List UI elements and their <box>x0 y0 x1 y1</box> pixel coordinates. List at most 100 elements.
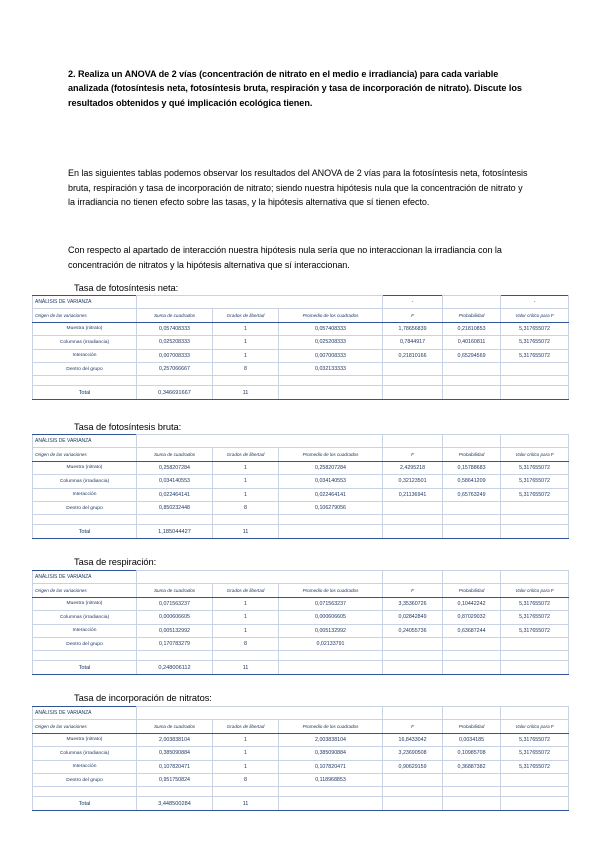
table-row: Interacción 0,005132992 1 0,005132992 0,… <box>32 623 570 638</box>
blank-cell <box>212 786 279 798</box>
table-header-row: Origen de las variaciones Suma de cuadra… <box>32 583 570 598</box>
cell-ms: 0,258207284 <box>277 460 384 476</box>
total-label: Total <box>32 524 137 540</box>
col-header-origen: Origen de las variaciones <box>32 447 137 462</box>
col-header-grados: Grados de libertad <box>212 719 279 734</box>
table-blank-row <box>32 375 570 387</box>
col-header-origen: Origen de las variaciones <box>32 719 137 734</box>
cell-p: 0,15788683 <box>442 460 502 476</box>
title-spacer-fcrit <box>500 569 570 585</box>
blank-cell <box>136 514 213 526</box>
cell-df: 1 <box>212 348 279 363</box>
table-row: Interacción 0,107820471 1 0,107820471 0,… <box>32 759 570 774</box>
col-header-probabilidad: Probabilidad <box>442 447 502 462</box>
cell-f: 0,32123501 <box>382 474 444 489</box>
blank-cell <box>277 514 384 526</box>
title-spacer <box>135 433 384 449</box>
cell-p: 0,10442242 <box>442 596 502 612</box>
total-df: 11 <box>212 524 279 540</box>
blank-cell <box>32 514 137 526</box>
cell-ss: 0,257066667 <box>136 361 213 377</box>
col-header-grados: Grados de libertad <box>212 583 279 598</box>
col-header-promedio: Promedio de los cuadrados <box>277 583 384 598</box>
table-total-row: Total 1,185044427 11 <box>32 524 570 540</box>
anova-table-fotosintesis-bruta: ANÁLISIS DE VARIANZA Origen de las varia… <box>32 433 570 540</box>
blank-cell <box>136 375 213 387</box>
total-fcrit <box>500 385 570 401</box>
total-f <box>382 524 444 540</box>
total-ss: 3,448500284 <box>136 796 213 812</box>
total-f <box>382 796 444 812</box>
cell-f: 3,35360726 <box>382 596 444 612</box>
question-heading-block: 2. Realiza un ANOVA de 2 vías (concentra… <box>68 67 528 110</box>
cell-f: 0,7844917 <box>382 335 444 350</box>
cell-ss: 0,951750824 <box>136 772 213 788</box>
row-label: Columnas (irradiancia) <box>32 474 137 489</box>
cell-ss: 0,850232448 <box>136 500 213 516</box>
cell-ms: 0,000606605 <box>277 610 384 625</box>
cell-ms: 0,057408333 <box>277 321 384 337</box>
cell-df: 1 <box>212 596 279 612</box>
title-spacer-p <box>442 433 502 449</box>
cell-fcrit: 5,317655072 <box>500 759 570 774</box>
col-header-suma: Suma de cuadrados <box>136 583 213 598</box>
blank-cell <box>500 375 570 387</box>
cell-p <box>442 636 502 652</box>
title-spacer-f <box>382 569 444 585</box>
col-header-valor-critico: Valor crítico para F <box>500 308 570 323</box>
cell-p: 0,65294569 <box>442 348 502 363</box>
blank-cell <box>212 650 279 662</box>
total-p <box>442 796 502 812</box>
table-row: Muestra (nitrato) 0,057408333 1 0,057408… <box>32 321 570 337</box>
cell-fcrit <box>500 772 570 788</box>
total-ss: 1,185044427 <box>136 524 213 540</box>
blank-cell <box>32 375 137 387</box>
row-label: Interacción <box>32 487 137 502</box>
total-label: Total <box>32 796 137 812</box>
cell-ss: 0,258207284 <box>136 460 213 476</box>
cell-df: 8 <box>212 636 279 652</box>
total-ms <box>277 385 384 401</box>
cell-f: 16,8433042 <box>382 732 444 748</box>
cell-fcrit: 5,317655072 <box>500 596 570 612</box>
blank-cell <box>32 650 137 662</box>
cell-f: 0,24055736 <box>382 623 444 638</box>
title-spacer-p <box>442 294 502 310</box>
blank-cell <box>277 786 384 798</box>
anova-table-respiracion: ANÁLISIS DE VARIANZA Origen de las varia… <box>32 569 570 676</box>
row-label: Interacción <box>32 759 137 774</box>
cell-p <box>442 500 502 516</box>
col-header-suma: Suma de cuadrados <box>136 719 213 734</box>
title-spacer-f <box>382 433 444 449</box>
cell-ss: 2,003838104 <box>136 732 213 748</box>
table-title: ANÁLISIS DE VARIANZA <box>32 433 137 449</box>
cell-fcrit: 5,317655072 <box>500 610 570 625</box>
cell-df: 1 <box>212 321 279 337</box>
col-header-f: F <box>382 308 444 323</box>
col-header-probabilidad: Probabilidad <box>442 308 502 323</box>
table-row: Columnas (irradiancia) 0,034140553 1 0,0… <box>32 474 570 489</box>
total-df: 11 <box>212 385 279 401</box>
col-header-f: F <box>382 447 444 462</box>
total-fcrit <box>500 796 570 812</box>
title-spacer-fcrit <box>500 433 570 449</box>
paragraph-block-1: En las siguientes tablas podemos observa… <box>68 166 530 210</box>
table-header-row: Origen de las variaciones Suma de cuadra… <box>32 719 570 734</box>
cell-df: 8 <box>212 772 279 788</box>
cell-df: 1 <box>212 474 279 489</box>
table-title: ANÁLISIS DE VARIANZA <box>32 294 137 310</box>
table-blank-row <box>32 786 570 798</box>
title-spacer-fcrit <box>500 705 570 721</box>
total-p <box>442 660 502 676</box>
total-f <box>382 660 444 676</box>
table-total-row: Total 0,248006112 11 <box>32 660 570 676</box>
blank-cell <box>382 650 444 662</box>
blank-cell <box>136 786 213 798</box>
cell-ms: 0,106279056 <box>277 500 384 516</box>
cell-df: 1 <box>212 335 279 350</box>
title-spacer-f <box>382 705 444 721</box>
cell-fcrit <box>500 361 570 377</box>
cell-fcrit: 5,317655072 <box>500 746 570 761</box>
cell-ms: 0,007008333 <box>277 348 384 363</box>
